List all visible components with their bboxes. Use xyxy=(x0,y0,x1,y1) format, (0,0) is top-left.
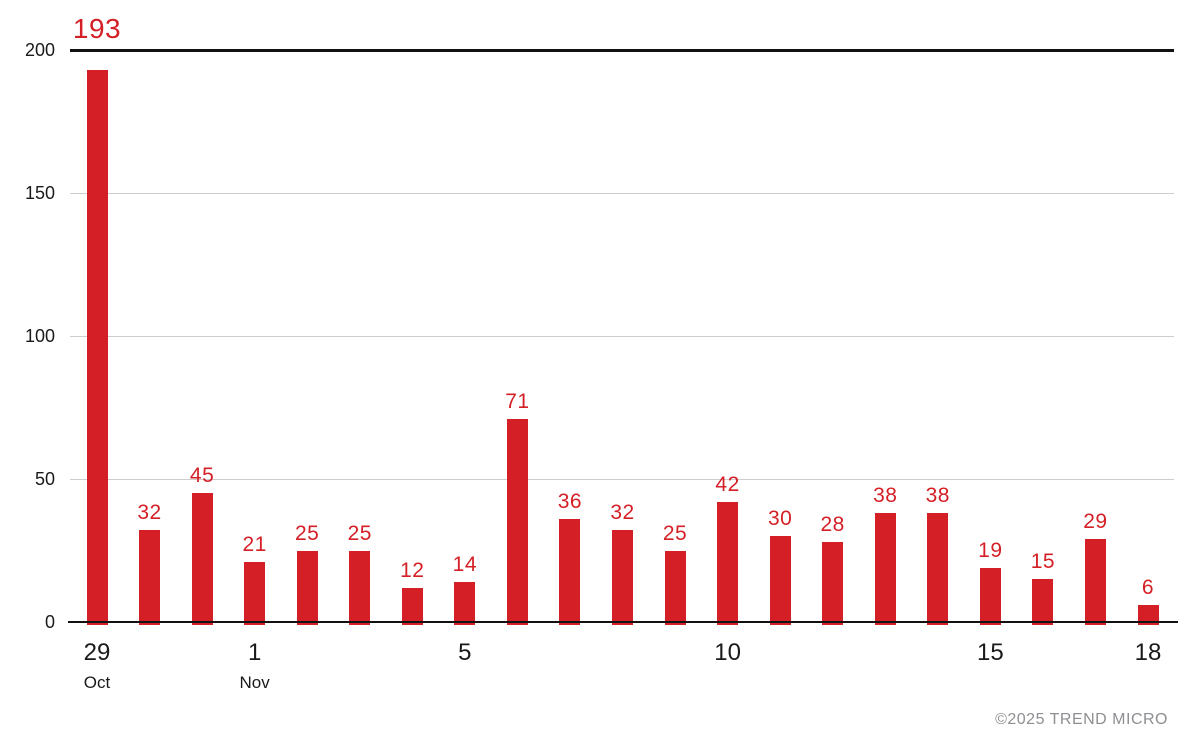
bar xyxy=(717,501,739,625)
bar-value-label: 28 xyxy=(820,512,845,536)
x-axis-tick-label: 10 xyxy=(714,639,741,666)
y-axis-tick-label: 100 xyxy=(24,326,55,346)
bar xyxy=(1032,579,1054,625)
x-axis-month-label: Nov xyxy=(239,673,270,692)
bar-value-label: 25 xyxy=(295,521,320,545)
bar-value-label: 14 xyxy=(452,552,478,576)
bar-value-label: 36 xyxy=(557,490,583,514)
bar-value-label: 19 xyxy=(978,538,1003,562)
bar xyxy=(979,567,1001,625)
y-axis-tick-label: 50 xyxy=(34,469,55,489)
bar-value-label: 30 xyxy=(767,507,793,531)
bar-value-label: 6 xyxy=(1141,575,1155,599)
bar xyxy=(139,530,161,625)
bar-value-label: 45 xyxy=(189,464,215,488)
x-axis-tick-label: 5 xyxy=(458,639,472,666)
bar xyxy=(612,530,633,625)
x-axis-tick-label: 29 xyxy=(83,639,111,666)
y-axis-tick-label: 150 xyxy=(24,183,55,203)
x-axis-tick-label: 15 xyxy=(976,639,1004,666)
x-axis-line xyxy=(68,621,1178,623)
gridline xyxy=(70,479,1174,480)
bar xyxy=(349,550,371,625)
bar-value-label: 12 xyxy=(400,558,425,582)
bar-value-label: 29 xyxy=(1083,510,1108,534)
bar xyxy=(191,493,213,625)
bar-value-label: 32 xyxy=(610,501,635,525)
bar-value-label: 25 xyxy=(347,521,372,545)
bar xyxy=(927,513,949,625)
bar xyxy=(874,513,896,625)
bar-value-label: 21 xyxy=(242,532,267,556)
bar xyxy=(769,536,791,625)
bar xyxy=(244,561,266,625)
y-axis-tick-label: 200 xyxy=(24,40,55,60)
bar xyxy=(664,550,686,625)
bar xyxy=(401,587,423,625)
bar xyxy=(86,70,108,625)
x-axis-tick-label: 1 xyxy=(247,639,262,666)
x-axis-tick-label: 18 xyxy=(1134,639,1162,666)
gridline xyxy=(70,336,1174,337)
bar-value-label: 32 xyxy=(137,501,162,525)
y-axis-tick-label: 0 xyxy=(44,612,55,632)
bar-value-label: 42 xyxy=(715,472,740,496)
bar xyxy=(506,418,528,625)
bar-value-label: 71 xyxy=(505,389,530,413)
bar xyxy=(559,519,581,625)
y-axis-top-line xyxy=(70,49,1174,52)
bar-value-label: 38 xyxy=(873,484,898,508)
bar-value-label: 38 xyxy=(925,484,950,508)
bar xyxy=(1084,539,1106,625)
bar xyxy=(454,581,476,625)
bar xyxy=(1137,604,1159,625)
bar-value-label: 193 xyxy=(72,13,122,44)
bar xyxy=(822,541,844,625)
gridline xyxy=(70,193,1174,194)
bar-value-label: 15 xyxy=(1030,550,1056,574)
bar xyxy=(296,550,318,625)
x-axis-month-label: Oct xyxy=(83,673,111,692)
bar-value-label: 25 xyxy=(662,521,688,545)
copyright-text: ©2025 TREND MICRO xyxy=(995,711,1168,728)
